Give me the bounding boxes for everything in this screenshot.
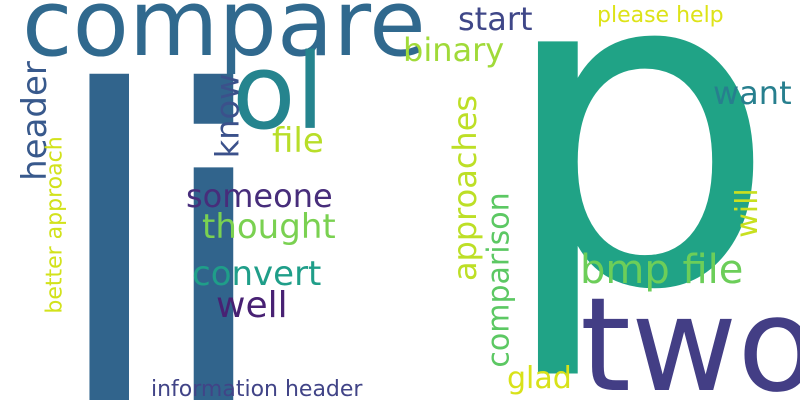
word-bmp-file: bmp file <box>580 247 744 293</box>
word-information-header: information header <box>151 377 363 400</box>
word-know: know <box>208 73 247 159</box>
word-compare: compare <box>22 0 426 77</box>
word-li: li <box>48 0 274 400</box>
word-two: two <box>580 269 800 400</box>
word-binary: binary <box>403 31 505 69</box>
word-glad: glad <box>507 361 572 396</box>
word-ol: ol <box>232 31 325 153</box>
word-approaches: approaches <box>446 94 485 282</box>
word-will: will <box>729 188 765 238</box>
word-thought: thought <box>202 207 336 247</box>
word-someone: someone <box>186 177 333 215</box>
word-p: p <box>498 0 778 386</box>
word-better-approach: better approach <box>42 136 68 314</box>
word-well: well <box>216 285 288 326</box>
word-convert: convert <box>192 254 322 294</box>
word-want: want <box>713 74 792 112</box>
word-please-help: please help <box>597 3 724 28</box>
word-start: start <box>458 0 533 38</box>
word-file: file <box>272 121 324 161</box>
word-comparison: comparison <box>481 192 517 368</box>
